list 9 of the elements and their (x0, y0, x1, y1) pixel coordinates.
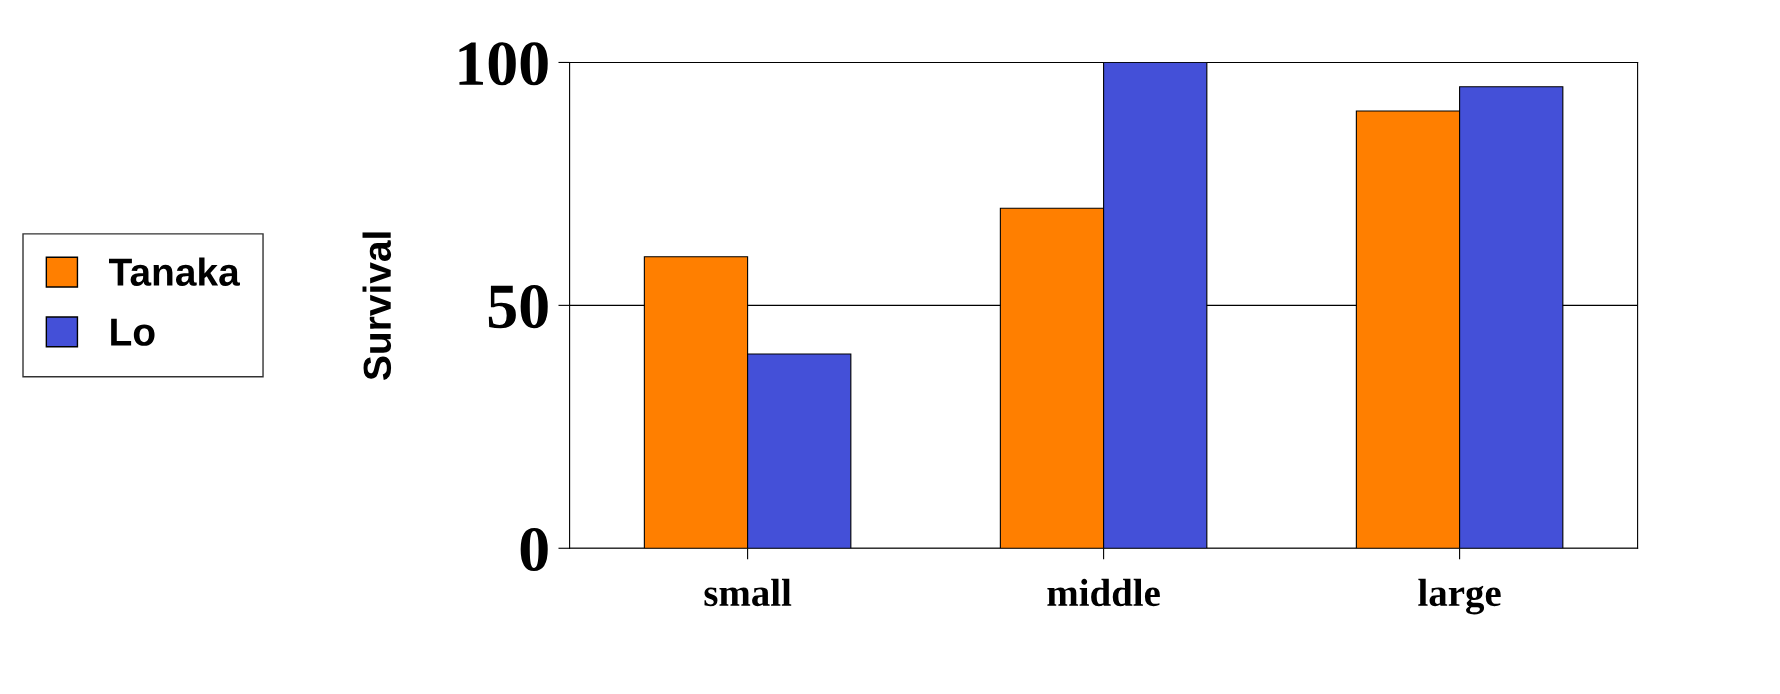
y-axis-title: Survival (362, 232, 392, 380)
legend-label: Tanaka (109, 257, 240, 287)
x-tick-label: small (704, 578, 792, 607)
y-tick-label: 100 (459, 42, 548, 86)
y-tick-label: 50 (488, 285, 548, 329)
legend-label: Lo (111, 318, 155, 346)
y-tick-label: 0 (520, 527, 548, 572)
x-tick-label: middle (1047, 578, 1160, 607)
x-tick-label: large (1418, 578, 1501, 615)
